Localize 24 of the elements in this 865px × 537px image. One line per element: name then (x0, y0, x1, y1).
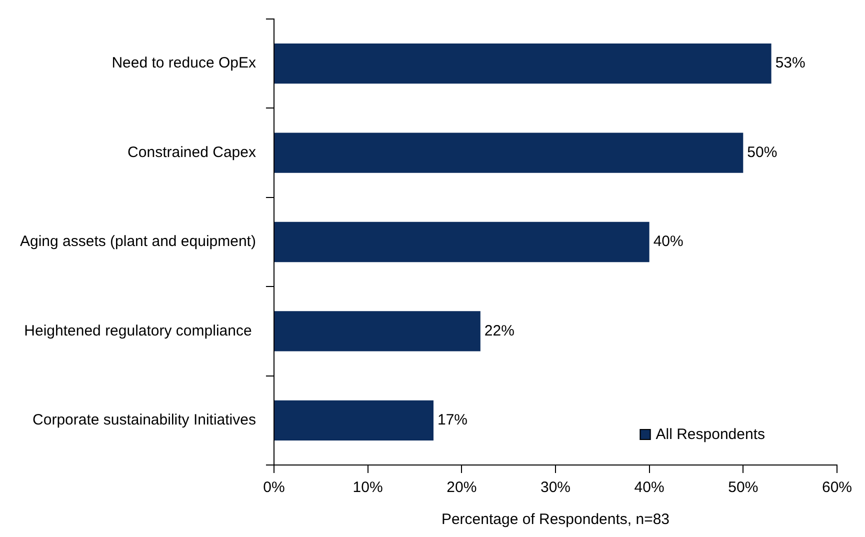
data-label: 40% (653, 233, 684, 250)
x-tick-label: 0% (263, 479, 285, 496)
x-tick-label: 30% (540, 479, 571, 496)
data-label: 50% (747, 144, 778, 161)
bar (274, 44, 772, 84)
legend-label: All Respondents (656, 426, 765, 444)
x-tick-label: 20% (446, 479, 477, 496)
y-tick-label: Need to reduce OpEx (112, 54, 256, 72)
x-tick-label: 10% (352, 479, 383, 496)
x-tick-label: 40% (634, 479, 664, 496)
bar (274, 222, 650, 262)
x-tick-label: 50% (728, 479, 758, 496)
data-label: 53% (775, 54, 806, 72)
bar (274, 132, 744, 173)
y-tick-label: Corporate sustainability Initiatives (32, 412, 256, 429)
data-label: 22% (484, 322, 514, 340)
bar (274, 400, 434, 440)
y-tick-label: Constrained Capex (128, 144, 256, 161)
x-axis-title: Percentage of Respondents, n=83 (441, 511, 670, 528)
x-tick-label: 60% (822, 479, 852, 496)
data-label: 17% (438, 412, 468, 429)
y-tick-label: Aging assets (plant and equipment) (20, 233, 256, 250)
bar (274, 311, 480, 352)
y-tick-label: Heightened regulatory compliance (24, 322, 256, 340)
